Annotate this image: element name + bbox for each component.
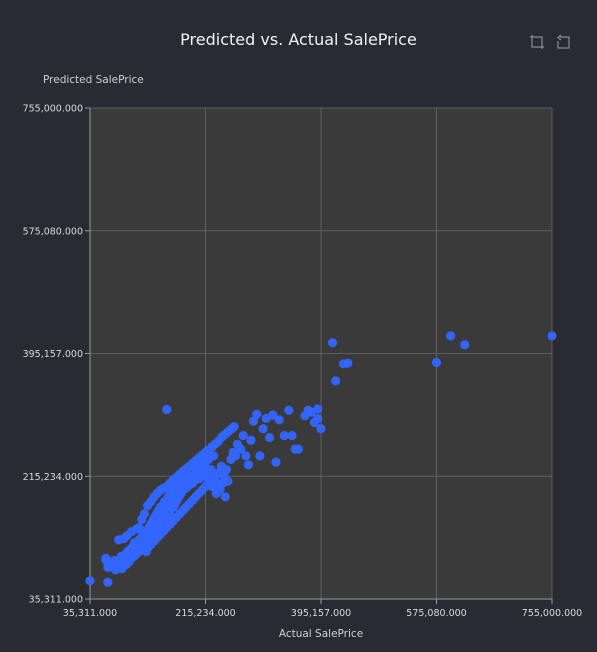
data-point[interactable] — [223, 476, 233, 486]
x-tick-label: 215,234.000 — [175, 608, 235, 619]
x-axis-ticks: 35,311.000 215,234.000 395,157.000 575,080.… — [63, 599, 582, 619]
data-point[interactable] — [287, 430, 297, 441]
data-point[interactable] — [431, 357, 442, 368]
reset-zoom-icon[interactable] — [555, 34, 571, 50]
data-point[interactable] — [114, 535, 124, 545]
data-point[interactable] — [343, 358, 353, 368]
x-tick-label: 395,157.000 — [291, 608, 351, 619]
data-point[interactable] — [241, 451, 251, 461]
data-point[interactable] — [274, 415, 284, 425]
data-point[interactable] — [271, 457, 281, 467]
y-axis-ticks: 35,311.000 215,234.000 395,157.000 575,080.… — [23, 104, 90, 606]
data-point[interactable] — [207, 475, 217, 485]
data-point[interactable] — [230, 451, 241, 461]
chart-title: Predicted vs. Actual SalePrice — [180, 30, 417, 49]
data-point[interactable] — [103, 577, 113, 587]
data-point[interactable] — [134, 523, 144, 533]
y-tick-label: 755,000.000 — [23, 104, 83, 115]
data-point[interactable] — [284, 405, 294, 415]
data-point[interactable] — [85, 576, 95, 586]
data-point[interactable] — [162, 404, 172, 415]
data-point[interactable] — [252, 409, 262, 419]
data-point[interactable] — [331, 376, 341, 386]
data-point[interactable] — [268, 410, 278, 420]
data-point[interactable] — [279, 430, 289, 441]
y-tick-label: 35,311.000 — [29, 595, 83, 606]
data-point[interactable] — [460, 340, 470, 350]
zoom-icon[interactable] — [529, 34, 545, 50]
data-point[interactable] — [293, 444, 303, 454]
data-point[interactable] — [246, 435, 256, 445]
data-point[interactable] — [313, 404, 323, 414]
chart-toolbar — [529, 34, 571, 50]
data-point[interactable] — [446, 331, 456, 341]
data-point[interactable] — [229, 422, 239, 432]
y-tick-label: 395,157.000 — [23, 349, 83, 360]
y-axis-label: Predicted SalePrice — [43, 74, 144, 86]
data-point[interactable] — [316, 424, 326, 434]
data-point[interactable] — [238, 430, 248, 441]
data-point[interactable] — [103, 562, 113, 572]
data-point[interactable] — [209, 451, 219, 461]
data-point[interactable] — [264, 432, 275, 443]
y-tick-label: 215,234.000 — [23, 472, 83, 483]
data-point[interactable] — [327, 338, 338, 348]
x-tick-label: 35,311.000 — [63, 608, 117, 619]
x-axis-label: Actual SalePrice — [278, 628, 364, 640]
data-points — [85, 331, 557, 587]
data-point[interactable] — [236, 444, 246, 454]
data-point[interactable] — [206, 465, 216, 475]
data-point[interactable] — [243, 460, 253, 470]
x-tick-label: 755,000.000 — [522, 608, 582, 619]
y-tick-label: 575,080.000 — [23, 226, 83, 237]
data-point[interactable] — [255, 451, 265, 461]
data-point[interactable] — [313, 413, 323, 423]
data-point[interactable] — [547, 331, 557, 341]
data-point[interactable] — [139, 509, 149, 519]
data-point[interactable] — [221, 465, 232, 475]
data-point[interactable] — [258, 424, 268, 434]
x-tick-label: 575,080.000 — [406, 608, 466, 619]
data-point[interactable] — [220, 492, 230, 502]
